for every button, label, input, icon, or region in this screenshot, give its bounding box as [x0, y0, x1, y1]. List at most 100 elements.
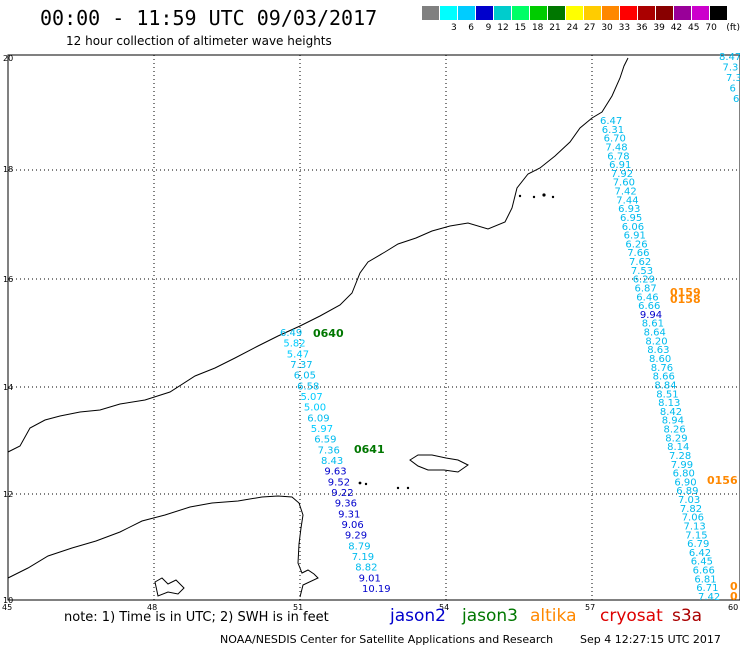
wave-height-value: 6 — [730, 84, 736, 95]
wave-height-color-scale: 3 6 9 12 15 18 21 24 27 30 33 36 39 42 45 70 (ft) — [422, 6, 740, 40]
wave-height-value: 6.42 — [689, 548, 711, 559]
scale-label: 24 — [566, 23, 579, 33]
wave-height-value: 9.29 — [345, 531, 367, 542]
x-tick-label: 60 — [728, 603, 738, 612]
scale-swatch — [548, 6, 566, 20]
scale-label: 27 — [583, 23, 596, 33]
scale-labels: 3 6 9 12 15 18 21 24 27 30 33 36 39 42 45 70 (ft) — [422, 23, 740, 33]
wave-height-value: 6.31 — [602, 125, 624, 136]
wave-height-value: 6.78 — [607, 151, 629, 162]
wave-height-value: 6.26 — [625, 239, 647, 250]
island-kuria-4 — [551, 195, 555, 199]
scale-swatch — [638, 6, 656, 20]
scale-swatch — [710, 6, 728, 20]
y-tick-label: 14 — [3, 383, 13, 392]
coastline-africa — [7, 495, 319, 598]
wave-height-value: 6.93 — [618, 204, 640, 215]
pass-time-label: 0641 — [354, 443, 385, 456]
wave-height-value: 6.66 — [693, 566, 715, 577]
wave-height-value: 7.3 — [726, 73, 740, 84]
island-brothers-2 — [406, 486, 410, 490]
wave-height-value: 8.20 — [645, 336, 667, 347]
y-tick-label: 16 — [3, 275, 13, 284]
wave-height-value: 8.47 — [719, 52, 740, 63]
map-subtitle: 12 hour collection of altimeter wave hei… — [66, 34, 332, 48]
x-tick-label: 45 — [2, 603, 12, 612]
scale-swatch — [512, 6, 530, 20]
island-kuria-1 — [518, 194, 522, 198]
wave-height-value: 9.01 — [359, 573, 381, 584]
scale-swatch — [458, 6, 476, 20]
wave-height-value: 7.60 — [613, 178, 635, 189]
scale-swatch — [530, 6, 548, 20]
wave-height-value: 8.82 — [355, 563, 377, 574]
wave-height-value: 9.63 — [324, 467, 346, 478]
scale-swatch — [584, 6, 602, 20]
scale-swatch — [494, 6, 512, 20]
wave-height-value: 8.94 — [662, 416, 684, 427]
pass-time-label: 0156 — [707, 474, 738, 487]
wave-height-value: 9.31 — [338, 509, 360, 520]
wave-height-value: 8.76 — [651, 363, 673, 374]
wave-height-value: 6.70 — [604, 134, 626, 145]
scale-label: 70 — [705, 23, 717, 33]
island-brothers-1 — [396, 486, 400, 490]
island-socotra — [409, 454, 469, 473]
satellite-legend-cryosat: cryosat — [600, 606, 663, 626]
wave-height-value: 5.07 — [301, 392, 323, 403]
satellite-legend-altika: altika — [530, 606, 577, 626]
scale-label: 6 — [468, 23, 475, 33]
wave-height-value: 8.64 — [644, 328, 666, 339]
wave-height-value: 8.66 — [653, 372, 675, 383]
wave-height-value: 5.00 — [304, 403, 326, 414]
altimeter-track-east: 6.476.316.707.486.786.917.927.607.427.44… — [600, 116, 720, 603]
scale-label: 21 — [549, 23, 561, 33]
pass-time-labels: 0640 0641 0159 0158 0156 0 0 — [313, 286, 738, 603]
x-tick-label: 51 — [293, 603, 303, 612]
island-abd-al-kuri-2 — [364, 482, 368, 486]
scale-label: 15 — [514, 23, 527, 33]
scale-swatch — [422, 6, 440, 20]
wave-height-value: 7.48 — [605, 142, 627, 153]
wave-height-value: 8.60 — [649, 354, 671, 365]
wave-height-value: 8.29 — [665, 433, 687, 444]
scale-label: 36 — [636, 23, 648, 33]
wave-height-value: 6.90 — [674, 477, 696, 488]
wave-height-value: 7.44 — [616, 195, 638, 206]
scale-label: 30 — [601, 23, 613, 33]
wave-height-value: 9.52 — [328, 477, 350, 488]
wave-height-value: 8.26 — [664, 425, 686, 436]
map-frame — [7, 54, 740, 601]
island-abd-al-kuri-1 — [358, 481, 362, 485]
pass-time-label: 0158 — [670, 293, 701, 306]
scale-swatches — [422, 6, 740, 20]
grid-lines — [8, 55, 740, 600]
wave-height-value: 6.49 — [280, 328, 302, 339]
scale-label: 42 — [670, 23, 683, 33]
wave-height-value: 6.81 — [694, 574, 716, 585]
pass-time-label: 0 — [730, 580, 738, 593]
scale-unit: (ft) — [726, 23, 740, 33]
wave-height-value: 6.89 — [676, 486, 698, 497]
wave-height-value: 9.36 — [335, 499, 357, 510]
wave-height-value: 6 — [733, 94, 739, 105]
scale-label: 39 — [653, 23, 665, 33]
wave-height-value: 7.36 — [318, 445, 340, 456]
footer-note: note: 1) Time is in UTC; 2) SWH is in fe… — [64, 610, 329, 625]
pass-time-label: 0 — [730, 590, 738, 603]
x-tick-label: 54 — [439, 603, 449, 612]
wave-height-value: 6.59 — [314, 435, 336, 446]
wave-height-value: 8.84 — [654, 380, 676, 391]
scale-swatch — [440, 6, 458, 20]
wave-height-value: 7.92 — [611, 169, 633, 180]
wave-height-value: 6.80 — [673, 469, 695, 480]
wave-height-value: 7.19 — [352, 552, 374, 563]
wave-height-value: 8.79 — [348, 541, 370, 552]
wave-height-value: 6.29 — [633, 275, 655, 286]
wave-height-value: 8.51 — [656, 389, 678, 400]
wave-height-value: 8.13 — [658, 398, 680, 409]
wave-height-value: 8.63 — [647, 345, 669, 356]
wave-height-value: 8.43 — [321, 456, 343, 467]
altimeter-track-northeast: 8.477.37.366 — [719, 52, 740, 105]
wave-height-value: 5.47 — [287, 349, 309, 360]
